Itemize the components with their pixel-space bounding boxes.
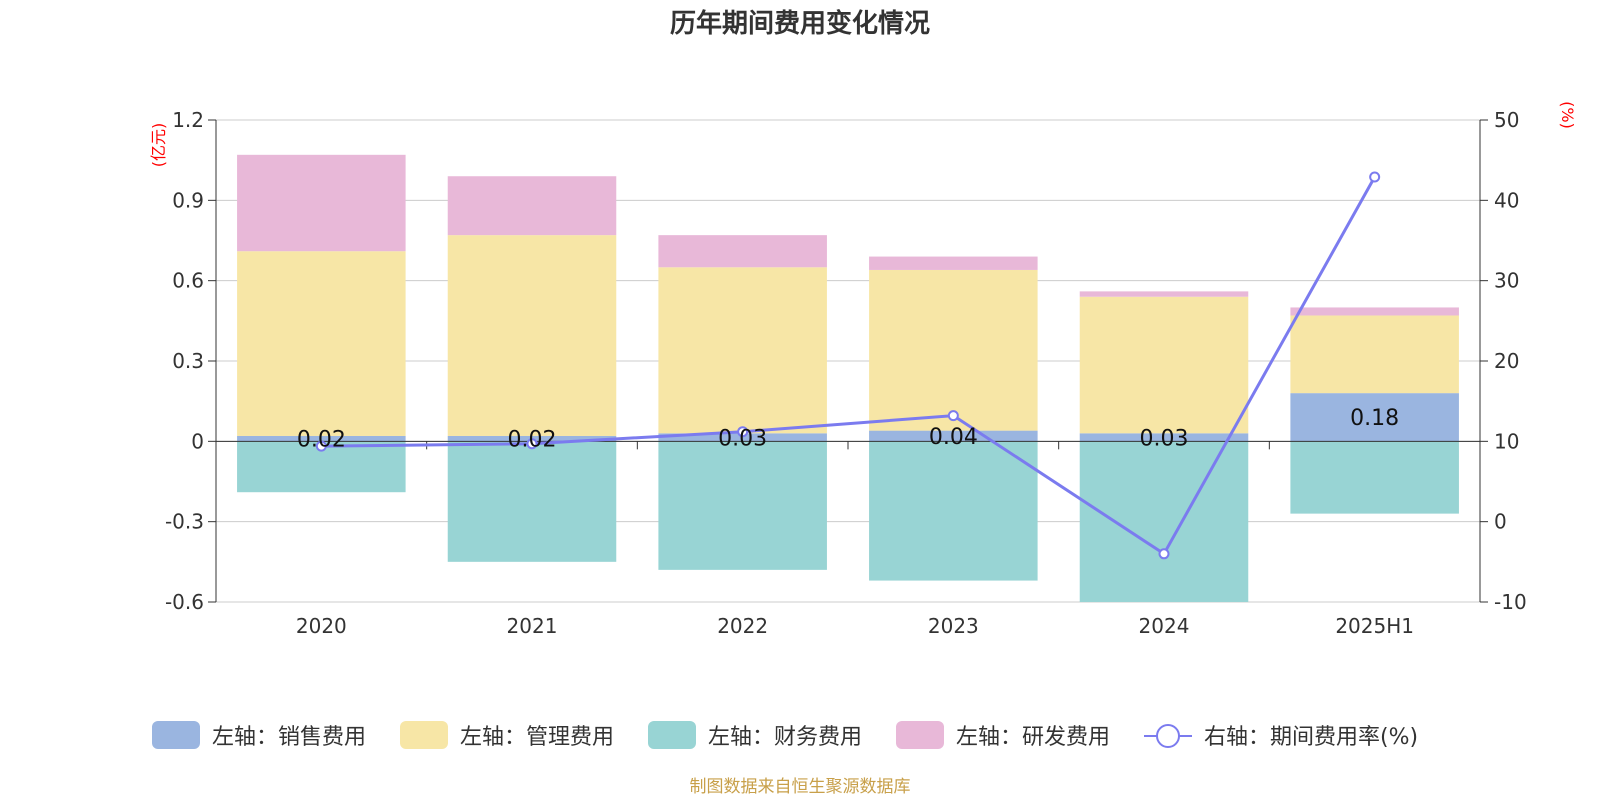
data-label-2021: 0.02 xyxy=(508,428,557,453)
bar-左轴：管理费用-2024 xyxy=(1079,296,1249,434)
bar-左轴：研发费用-2022 xyxy=(658,235,827,268)
axes: 1.2 0.9 0.6 0.3 0 -0.3 -0.6 50 40 30 20 10 0 -10 2020 2… xyxy=(165,108,1527,638)
data-label-2020: 0.02 xyxy=(297,428,346,453)
right-axis-tick-label: 40 xyxy=(1494,188,1519,212)
left-axis-tick-label: 1.2 xyxy=(172,108,204,132)
left-axis-tick-label: 0.6 xyxy=(172,269,204,293)
right-axis-tick-label: -10 xyxy=(1494,590,1527,614)
bar-左轴：销售费用-2020 xyxy=(237,435,406,442)
right-axis-tick-label: 0 xyxy=(1494,510,1507,534)
source-note: 制图数据来自恒生聚源数据库 xyxy=(690,777,911,797)
x-axis-category-label: 2023 xyxy=(928,614,979,638)
left-axis-tick-label: 0.9 xyxy=(172,188,204,212)
legend-marker-swatch xyxy=(1156,724,1180,748)
left-axis-unit: (亿元) xyxy=(149,123,168,168)
left-axis-tick-label: 0.3 xyxy=(172,349,204,373)
x-axis-category-label: 2020 xyxy=(296,614,347,638)
right-axis-tick-label: 10 xyxy=(1494,429,1519,453)
legend-label-1: 左轴：管理费用 xyxy=(460,725,614,750)
right-axis-tick-label: 20 xyxy=(1494,349,1519,373)
line-point-2025H1 xyxy=(1369,171,1381,183)
line-series xyxy=(315,171,1381,560)
left-axis-tick-label: -0.3 xyxy=(165,510,204,534)
data-label-2022: 0.03 xyxy=(718,426,767,451)
bar-左轴：管理费用-2025H1 xyxy=(1290,315,1459,394)
bar-左轴：研发费用-2024 xyxy=(1079,291,1249,297)
legend-label-2: 左轴：财务费用 xyxy=(708,725,862,750)
legend-swatch-3 xyxy=(896,721,944,749)
line-expense-rate xyxy=(321,176,1376,556)
left-axis-tick-label: -0.6 xyxy=(165,590,204,614)
x-axis-category-label: 2025H1 xyxy=(1335,614,1414,638)
bar-左轴：管理费用-2022 xyxy=(658,267,827,434)
bar-左轴：管理费用-2020 xyxy=(237,251,406,436)
chart-title: 历年期间费用变化情况 xyxy=(670,8,930,39)
data-label-2025H1: 0.18 xyxy=(1350,406,1399,431)
bar-左轴：研发费用-2021 xyxy=(447,176,617,236)
x-axis-category-label: 2022 xyxy=(717,614,768,638)
data-label-2024: 0.03 xyxy=(1140,426,1189,451)
right-axis-tick-label: 30 xyxy=(1494,269,1519,293)
bar-左轴：销售费用-2023 xyxy=(869,430,1038,442)
bar-左轴：研发费用-2023 xyxy=(869,256,1038,270)
left-axis-tick-label: 0 xyxy=(191,429,204,453)
bar-左轴：财务费用-2024 xyxy=(1079,441,1249,602)
data-labels: 0.02 0.02 0.03 0.04 0.03 0.18 xyxy=(297,406,1399,452)
legend-swatch-2 xyxy=(648,721,696,749)
bar-series xyxy=(237,154,1459,602)
right-axis-unit: (%) xyxy=(1558,101,1577,129)
bar-左轴：财务费用-2021 xyxy=(447,441,617,562)
bar-左轴：销售费用-2022 xyxy=(658,433,827,442)
line-point-2024 xyxy=(1158,548,1170,560)
bar-左轴：销售费用-2025H1 xyxy=(1290,393,1459,442)
bar-左轴：财务费用-2022 xyxy=(658,441,827,570)
bar-左轴：财务费用-2023 xyxy=(869,441,1038,581)
line-point-2022 xyxy=(737,426,749,438)
legend-label-3: 左轴：研发费用 xyxy=(956,725,1110,750)
right-axis-tick-label: 50 xyxy=(1494,108,1519,132)
bar-左轴：管理费用-2023 xyxy=(869,269,1038,431)
bar-左轴：销售费用-2024 xyxy=(1079,433,1249,442)
bar-左轴：管理费用-2021 xyxy=(447,235,617,436)
legend-swatch-0 xyxy=(152,721,200,749)
line-point-2020 xyxy=(315,440,327,452)
legend-label-4: 右轴：期间费用率(%) xyxy=(1204,725,1418,750)
data-label-2023: 0.04 xyxy=(929,425,978,450)
legend-swatch-1 xyxy=(400,721,448,749)
bar-左轴：研发费用-2020 xyxy=(237,154,406,252)
x-axis-category-label: 2021 xyxy=(507,614,558,638)
line-point-2023 xyxy=(947,410,959,422)
legend: 左轴：销售费用 左轴：管理费用 左轴：财务费用 左轴：研发费用 右轴：期间费用率(%) xyxy=(152,721,1418,750)
bar-左轴：财务费用-2025H1 xyxy=(1290,441,1459,514)
legend-label-0: 左轴：销售费用 xyxy=(212,725,366,750)
bar-左轴：研发费用-2025H1 xyxy=(1290,307,1459,316)
line-point-2021 xyxy=(526,438,538,450)
x-axis-category-label: 2024 xyxy=(1139,614,1190,638)
